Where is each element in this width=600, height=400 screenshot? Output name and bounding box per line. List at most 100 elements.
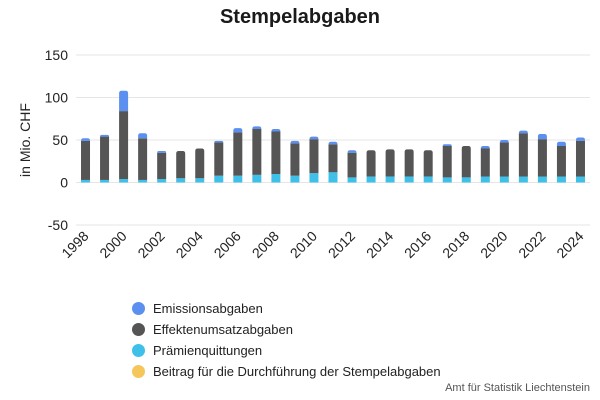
y-tick-label: -50 <box>48 217 68 233</box>
bar-praemienquittungen-2024 <box>575 176 585 183</box>
bar-praemienquittungen-2008 <box>271 174 281 183</box>
bar-praemienquittungen-2020 <box>499 176 509 183</box>
bar-effektenumsatzabgaben-1998 <box>81 140 91 180</box>
legend-label-beitrag-durchfuehrung: Beitrag für die Durchführung der Stempel… <box>153 364 441 379</box>
bar-effektenumsatzabgaben-1999 <box>100 136 110 180</box>
bar-emissionsabgaben-2012 <box>347 150 357 153</box>
x-tick-label-2000: 2000 <box>96 228 129 261</box>
x-tick-label-2002: 2002 <box>134 228 167 261</box>
legend-label-emissionsabgaben: Emissionsabgaben <box>153 301 263 316</box>
bar-effektenumsatzabgaben-2012 <box>347 152 357 178</box>
bar-praemienquittungen-2019 <box>480 176 490 183</box>
legend-label-effektenumsatzabgaben: Effektenumsatzabgaben <box>153 322 293 337</box>
legend-swatch-praemienquittungen <box>132 344 145 357</box>
bar-praemienquittungen-2001 <box>138 179 148 183</box>
bar-praemienquittungen-2004 <box>195 178 205 183</box>
y-tick-label: 50 <box>52 132 68 148</box>
bar-effektenumsatzabgaben-2010 <box>309 139 319 174</box>
x-tick-label-2014: 2014 <box>363 228 396 261</box>
bar-emissionsabgaben-2022 <box>537 134 547 140</box>
x-tick-label-2024: 2024 <box>553 228 586 261</box>
bar-effektenumsatzabgaben-2013 <box>366 150 376 177</box>
bar-effektenumsatzabgaben-2023 <box>556 145 566 177</box>
bar-emissionsabgaben-2009 <box>290 140 300 144</box>
x-tick-label-2012: 2012 <box>325 228 358 261</box>
bar-emissionsabgaben-1998 <box>81 138 91 141</box>
bar-effektenumsatzabgaben-2002 <box>157 152 167 180</box>
bar-praemienquittungen-2023 <box>556 176 566 183</box>
y-tick-label: 100 <box>45 90 69 106</box>
bar-praemienquittungen-2007 <box>252 174 262 183</box>
legend-item-praemienquittungen[interactable]: Prämienquittungen <box>132 340 441 361</box>
chart-title: Stempelabgaben <box>219 6 381 28</box>
legend-swatch-emissionsabgaben <box>132 302 145 315</box>
x-tick-label-2022: 2022 <box>515 228 548 261</box>
bar-praemienquittungen-2016 <box>423 176 433 183</box>
bar-praemienquittungen-2003 <box>176 178 186 183</box>
bar-emissionsabgaben-2002 <box>157 151 167 153</box>
bar-effektenumsatzabgaben-2024 <box>575 140 585 177</box>
x-tick-label-2010: 2010 <box>287 228 320 261</box>
bar-praemienquittungen-1998 <box>81 179 91 183</box>
bar-praemienquittungen-2013 <box>366 176 376 183</box>
bar-effektenumsatzabgaben-2017 <box>442 145 452 178</box>
legend-item-beitrag-durchfuehrung[interactable]: Beitrag für die Durchführung der Stempel… <box>132 361 441 382</box>
bar-effektenumsatzabgaben-2001 <box>138 138 148 180</box>
legend-swatch-effektenumsatzabgaben <box>132 323 145 336</box>
bar-emissionsabgaben-2019 <box>480 145 490 149</box>
bar-emissionsabgaben-2007 <box>252 126 262 129</box>
bar-effektenumsatzabgaben-2000 <box>119 111 129 180</box>
bar-emissionsabgaben-2024 <box>575 137 585 141</box>
legend-item-effektenumsatzabgaben[interactable]: Effektenumsatzabgaben <box>132 319 441 340</box>
legend-label-praemienquittungen: Prämienquittungen <box>153 343 263 358</box>
bar-praemienquittungen-2002 <box>157 179 167 183</box>
y-axis-title: in Mio. CHF <box>17 103 33 177</box>
bar-effektenumsatzabgaben-2019 <box>480 148 490 177</box>
bar-praemienquittungen-2014 <box>385 176 395 183</box>
bar-effektenumsatzabgaben-2016 <box>423 150 433 177</box>
bar-emissionsabgaben-2017 <box>442 144 452 146</box>
legend-item-emissionsabgaben[interactable]: Emissionsabgaben <box>132 298 441 319</box>
bar-effektenumsatzabgaben-2008 <box>271 131 281 174</box>
x-tick-label-2004: 2004 <box>173 228 206 261</box>
bar-praemienquittungen-2012 <box>347 177 357 183</box>
bar-praemienquittungen-2018 <box>461 177 471 183</box>
x-tick-label-2020: 2020 <box>477 228 510 261</box>
y-tick-label: 150 <box>45 47 69 63</box>
bar-emissionsabgaben-2001 <box>138 133 148 139</box>
x-tick-label-2018: 2018 <box>439 228 472 261</box>
bar-praemienquittungen-2006 <box>233 175 243 183</box>
bar-emissionsabgaben-2020 <box>499 140 509 143</box>
bar-effektenumsatzabgaben-2021 <box>518 133 528 177</box>
bar-emissionsabgaben-2005 <box>214 140 224 143</box>
bar-emissionsabgaben-2000 <box>119 90 129 112</box>
chart-legend: Emissionsabgaben Effektenumsatzabgaben P… <box>132 298 441 382</box>
bar-effektenumsatzabgaben-2004 <box>195 148 205 179</box>
source-credit: Amt für Statistik Liechtenstein <box>445 382 590 394</box>
bar-effektenumsatzabgaben-2018 <box>461 145 471 178</box>
bar-effektenumsatzabgaben-2009 <box>290 143 300 176</box>
bar-praemienquittungen-1999 <box>100 179 110 183</box>
bar-emissionsabgaben-2006 <box>233 128 243 133</box>
bar-effektenumsatzabgaben-2020 <box>499 142 509 177</box>
bar-emissionsabgaben-2011 <box>328 141 338 145</box>
bar-effektenumsatzabgaben-2014 <box>385 149 395 177</box>
bar-praemienquittungen-2000 <box>119 179 129 183</box>
bar-praemienquittungen-2017 <box>442 177 452 183</box>
legend-swatch-beitrag-durchfuehrung <box>132 365 145 378</box>
bar-praemienquittungen-2011 <box>328 172 338 183</box>
bar-effektenumsatzabgaben-2022 <box>537 139 547 177</box>
y-tick-label: 0 <box>60 175 68 191</box>
bar-effektenumsatzabgaben-2003 <box>176 151 186 179</box>
bar-emissionsabgaben-2008 <box>271 128 281 132</box>
bar-praemienquittungen-2021 <box>518 176 528 183</box>
bar-effektenumsatzabgaben-2006 <box>233 132 243 176</box>
bar-effektenumsatzabgaben-2007 <box>252 128 262 175</box>
bar-praemienquittungen-2005 <box>214 175 224 183</box>
bar-effektenumsatzabgaben-2011 <box>328 144 338 173</box>
x-tick-label-2008: 2008 <box>249 228 282 261</box>
bar-effektenumsatzabgaben-2005 <box>214 142 224 176</box>
bar-praemienquittungen-2015 <box>404 176 414 183</box>
bar-praemienquittungen-2022 <box>537 176 547 183</box>
